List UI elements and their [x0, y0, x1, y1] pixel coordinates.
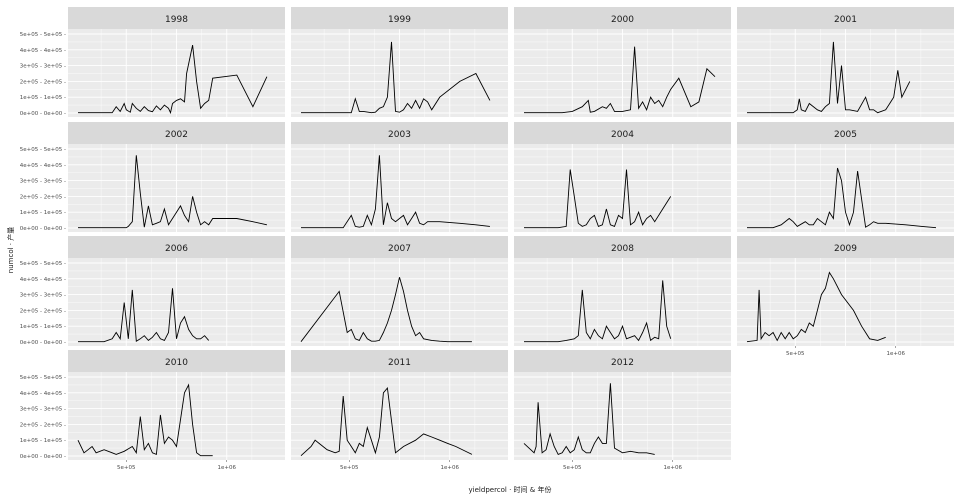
y-tick-label: 1e+05 - 1e+05 -: [20, 438, 66, 444]
facet-strip-label: 2000: [611, 15, 634, 25]
y-tick-label: 3e+05 - 3e+05 -: [20, 293, 66, 299]
series-line: [524, 169, 672, 229]
facet-strip-label: 2011: [388, 358, 411, 368]
y-tick-label: 2e+05 - 2e+05 -: [20, 422, 66, 428]
facet-panel: 2008: [514, 236, 731, 346]
facet-strip: [514, 122, 731, 144]
x-tick-label: 5e+05: [563, 465, 582, 471]
series-line: [77, 383, 213, 457]
facet-strip: [68, 350, 285, 372]
y-tick-label: 2e+05 - 2e+05 -: [20, 308, 66, 314]
y-tick-label: 4e+05 - 4e+05 -: [20, 277, 66, 283]
facet-strip: [291, 7, 508, 29]
facet-strip: [737, 236, 954, 258]
facet-panel: 2009 5e+05 1e+06: [737, 236, 954, 357]
y-tick-label: 5e+05 - 5e+05 -: [20, 32, 66, 38]
facet-panel: 2007: [291, 236, 508, 346]
y-tick-label: 1e+05 - 1e+05 -: [20, 324, 66, 330]
facet-panel: 1999: [291, 7, 508, 117]
y-tick-label: 3e+05 - 3e+05 -: [20, 64, 66, 70]
facet-strip-label: 1998: [165, 15, 188, 25]
series-line: [78, 288, 210, 343]
facet-panel: 2004: [514, 122, 731, 232]
facet-strip: [737, 122, 954, 144]
facet-panel: 2012 5e+05 1e+06: [514, 350, 731, 471]
x-tick-label: 1e+06: [887, 351, 906, 357]
x-tick-label: 5e+05: [786, 351, 805, 357]
series-line: [523, 383, 655, 455]
facet-strip: [737, 7, 954, 29]
facet-panels: 1998 0e+00 - 0e+00 - 1e+05 - 1e+05 - 2e+05 …: [20, 7, 954, 471]
facet-strip: [68, 236, 285, 258]
y-tick-label: 0e+00 - 0e+00 -: [20, 454, 66, 460]
series-line: [524, 280, 672, 343]
y-tick-label: 0e+00 - 0e+00 -: [20, 340, 66, 346]
series-line: [78, 45, 268, 115]
y-tick-label: 1e+05 - 1e+05 -: [20, 95, 66, 101]
facet-strip: [514, 236, 731, 258]
x-tick-label: 1e+06: [441, 465, 460, 471]
facet-panel: 2002 0e+00 - 0e+00 - 1e+05 - 1e+05 - 2e+05 …: [20, 122, 285, 232]
y-tick-label: 2e+05 - 2e+05 -: [20, 194, 66, 200]
series-line: [746, 271, 886, 343]
facet-strip-label: 2001: [834, 15, 857, 25]
facet-panel: 2001: [737, 7, 954, 117]
y-tick-label: 2e+05 - 2e+05 -: [20, 79, 66, 85]
facet-strip-label: 2006: [165, 244, 188, 254]
y-axis-title: numcol · 产量: [6, 227, 15, 273]
facet-strip-label: 2004: [611, 130, 634, 140]
series-line: [524, 46, 716, 114]
facet-strip-label: 2005: [834, 130, 857, 140]
facet-panel: 2005: [737, 122, 954, 232]
facet-panel: 2010 0e+00 - 0e+00 - 1e+05 - 1e+05 - 2e+05 …: [20, 350, 285, 471]
facet-panel: 2003: [291, 122, 508, 232]
y-tick-label: 4e+05 - 4e+05 -: [20, 163, 66, 169]
facet-panel: 2000: [514, 7, 731, 117]
series-line: [747, 41, 911, 114]
facet-panel: 2006 0e+00 - 0e+00 - 1e+05 - 1e+05 - 2e+05 …: [20, 236, 285, 346]
y-tick-label: 3e+05 - 3e+05 -: [20, 407, 66, 413]
y-tick-label: 0e+00 - 0e+00 -: [20, 111, 66, 117]
facet-strip-label: 1999: [388, 15, 411, 25]
y-tick-label: 1e+05 - 1e+05 -: [20, 210, 66, 216]
facet-strip: [514, 350, 731, 372]
y-tick-label: 5e+05 - 5e+05 -: [20, 147, 66, 153]
facet-strip-label: 2003: [388, 130, 411, 140]
x-tick-label: 5e+05: [117, 465, 136, 471]
series-line: [300, 387, 473, 457]
facet-strip-label: 2009: [834, 244, 857, 254]
facet-strip: [291, 122, 508, 144]
facet-strip-label: 2007: [388, 244, 411, 254]
series-line: [301, 155, 490, 229]
facet-strip: [68, 122, 285, 144]
facet-strip-label: 2008: [611, 244, 634, 254]
x-tick-label: 5e+05: [340, 465, 359, 471]
y-tick-label: 0e+00 - 0e+00 -: [20, 226, 66, 232]
facet-strip: [291, 350, 508, 372]
series-line: [301, 41, 491, 114]
y-tick-label: 5e+05 - 5e+05 -: [20, 375, 66, 381]
y-tick-label: 4e+05 - 4e+05 -: [20, 391, 66, 397]
facet-strip: [291, 236, 508, 258]
x-tick-label: 1e+06: [218, 465, 237, 471]
series-line: [78, 155, 267, 229]
y-tick-label: 5e+05 - 5e+05 -: [20, 261, 66, 267]
facet-strip: [514, 7, 731, 29]
facet-strip-label: 2002: [165, 130, 188, 140]
facet-panel: 2011 5e+05 1e+06: [291, 350, 508, 471]
x-tick-label: 1e+06: [664, 465, 683, 471]
series-line: [300, 277, 472, 343]
y-tick-label: 3e+05 - 3e+05 -: [20, 179, 66, 185]
x-axis-title: yieldpercol · 时间 & 年份: [469, 485, 552, 494]
facet-strip-label: 2010: [165, 358, 188, 368]
facet-strip: [68, 7, 285, 29]
facet-strip-label: 2012: [611, 358, 634, 368]
y-tick-label: 4e+05 - 4e+05 -: [20, 48, 66, 54]
facet-panel: 1998 0e+00 - 0e+00 - 1e+05 - 1e+05 - 2e+05 …: [20, 7, 285, 117]
series-line: [747, 167, 937, 229]
